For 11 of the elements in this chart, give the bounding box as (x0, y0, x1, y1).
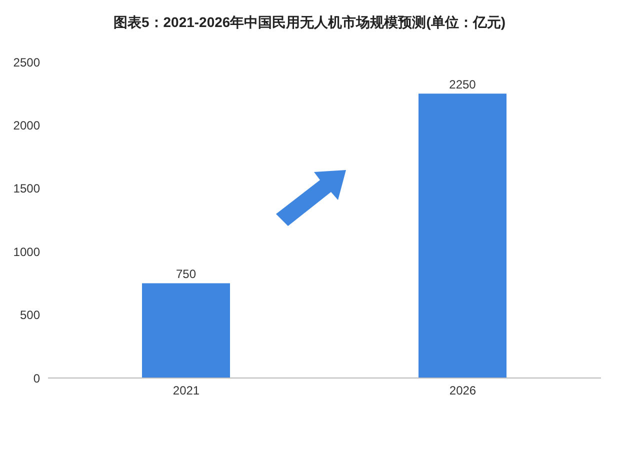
x-tick-label: 2021 (172, 384, 200, 398)
x-tick-label: 2026 (449, 384, 476, 398)
y-tick-label: 1000 (13, 244, 40, 259)
y-tick-label: 2500 (13, 55, 40, 70)
chart-title: 图表5：2021-2026年中国民用无人机市场规模预测(单位：亿元) (112, 13, 507, 32)
y-tick-label: 1500 (13, 182, 40, 196)
y-tick-label: 0 (33, 371, 40, 386)
data-label: 2250 (449, 78, 476, 92)
y-tick-label: 2000 (13, 118, 40, 132)
data-label: 750 (176, 267, 196, 282)
y-tick-label: 500 (20, 308, 40, 322)
